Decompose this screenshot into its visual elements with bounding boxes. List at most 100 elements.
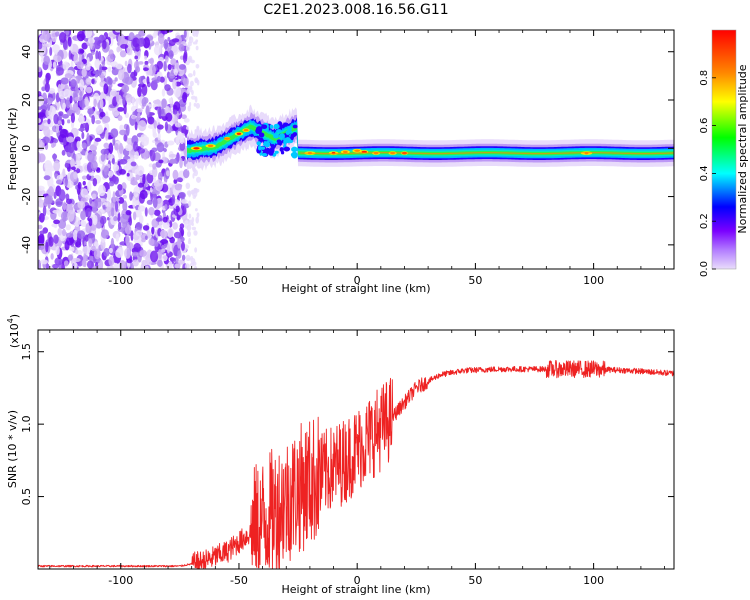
heatmap-noise-cell (106, 216, 110, 221)
heatmap-band-cell (263, 140, 267, 147)
heatmap-noise-cell (75, 249, 79, 255)
heatmap-noise-cell (133, 186, 139, 198)
colorbar-tick-label-2: 0.4 (699, 165, 710, 181)
heatmap-noise-cell (193, 265, 198, 269)
heatmap-noise-cell (50, 253, 54, 260)
heatmap-band-cell (292, 124, 298, 129)
heatmap-noise-cell (138, 148, 146, 154)
heatmap-noise-cell (188, 213, 192, 219)
heatmap-noise-cell (38, 153, 46, 163)
heatmap-noise-cell (179, 223, 185, 229)
heatmap-noise-cell (45, 195, 53, 204)
heatmap-noise-cell (79, 90, 83, 101)
heatmap-noise-cell (97, 197, 102, 203)
heatmap-noise-cell (165, 194, 171, 199)
heatmap-noise-cell (81, 42, 88, 50)
heatmap-noise-cell (194, 188, 198, 194)
heatmap-band-cell (269, 146, 275, 154)
heatmap-noise-cell (181, 254, 186, 261)
snr-series-line (38, 359, 674, 569)
heatmap-noise-cell (61, 149, 66, 156)
heatmap-noise-cell (80, 188, 89, 198)
heatmap-noise-cell (62, 102, 66, 111)
heatmap-noise-cell (191, 226, 197, 231)
heatmap-noise-cell (99, 215, 107, 225)
heatmap-noise-cell (164, 84, 171, 92)
heatmap-noise-cell (152, 197, 158, 209)
heatmap-noise-cell (48, 236, 54, 247)
heatmap-noise-cell (103, 165, 110, 176)
heatmap-noise-cell (60, 211, 69, 222)
heatmap-noise-cell (135, 230, 143, 237)
heatmap-noise-cell (173, 178, 178, 184)
heatmap-noise-cell (158, 106, 162, 118)
heatmap-noise-cell (93, 36, 101, 41)
heatmap-noise-cell (76, 140, 81, 149)
heatmap-noise-cell (168, 97, 173, 104)
heatmap-band-cell (269, 124, 274, 129)
heatmap-noise-cell (146, 76, 150, 85)
heatmap-noise-cell (102, 204, 106, 210)
snr-x-tick-label-0: -100 (108, 574, 133, 587)
heatmap-noise-cell (139, 249, 147, 257)
colorbar-tick-label-4: 0.8 (699, 70, 710, 86)
heatmap-noise-cell (102, 39, 107, 50)
heatmap-noise-cell (100, 229, 110, 239)
heatmap-noise-cell (187, 55, 193, 63)
heatmap-noise-cell (170, 58, 177, 66)
heatmap-noise-cell (61, 228, 67, 237)
heatmap-noise-cell (188, 200, 192, 207)
heatmap-noise-cell (168, 72, 175, 79)
heatmap-noise-cell (137, 37, 145, 47)
heatmap-noise-cell (67, 254, 73, 261)
heatmap-noise-cell (113, 176, 119, 185)
heatmap-noise-cell (103, 247, 110, 257)
heatmap-noise-cell (55, 92, 60, 103)
heatmap-noise-cell (175, 136, 180, 145)
snr-x-axis-label: Height of straight line (km) (281, 583, 430, 596)
heatmap-noise-cell (81, 68, 87, 77)
heatmap-noise-cell (97, 184, 106, 197)
heatmap-noise-cell (173, 85, 182, 98)
heatmap-noise-cell (113, 111, 121, 116)
heatmap-noise-cell (64, 73, 73, 79)
heatmap-noise-cell (195, 30, 200, 35)
colorbar-tick-label-0: 0.0 (699, 261, 710, 277)
heatmap-noise-cell (46, 209, 51, 216)
heatmap-noise-cell (154, 241, 159, 247)
heatmap-noise-cell (53, 219, 60, 225)
heatmap-noise-cell (92, 70, 100, 75)
heatmap-noise-cell (177, 250, 182, 259)
heatmap-noise-cell (47, 103, 51, 111)
heatmap-noise-cell (38, 195, 42, 204)
heatmap-noise-cell (112, 191, 116, 203)
heatmap-noise-cell (57, 227, 63, 236)
heatmap-noise-cell (125, 124, 130, 136)
heatmap-noise-cell (129, 216, 133, 226)
heatmap-noise-cell (66, 97, 71, 109)
heatmap-noise-cell (153, 209, 161, 216)
heatmap-band-cell (282, 122, 289, 127)
heatmap-noise-cell (100, 148, 109, 155)
heatmap-noise-cell (76, 230, 86, 239)
heatmap-noise-cell (186, 224, 192, 232)
heatmap-noise-cell (146, 172, 154, 184)
heatmap-noise-cell (134, 55, 139, 60)
heatmap-noise-cell (148, 238, 155, 246)
heatmap-noise-cell (149, 150, 156, 162)
heatmap-band-cell (279, 147, 284, 152)
heatmap-noise-cell (115, 200, 119, 212)
heatmap-noise-cell (195, 102, 201, 109)
heatmap-noise-cell (134, 121, 138, 131)
heatmap-noise-cell (138, 120, 147, 132)
heatmap-noise-cell (178, 191, 186, 199)
heatmap-band-cell (257, 145, 262, 151)
heatmap-noise-cell (125, 94, 133, 103)
heatmap-noise-cell (91, 245, 96, 252)
heatmap-noise-cell (42, 30, 50, 41)
heatmap-noise-cell (77, 181, 82, 190)
heatmap-noise-cell (190, 95, 196, 100)
heatmap-noise-cell (79, 79, 85, 91)
heatmap-noise-cell (149, 57, 155, 65)
